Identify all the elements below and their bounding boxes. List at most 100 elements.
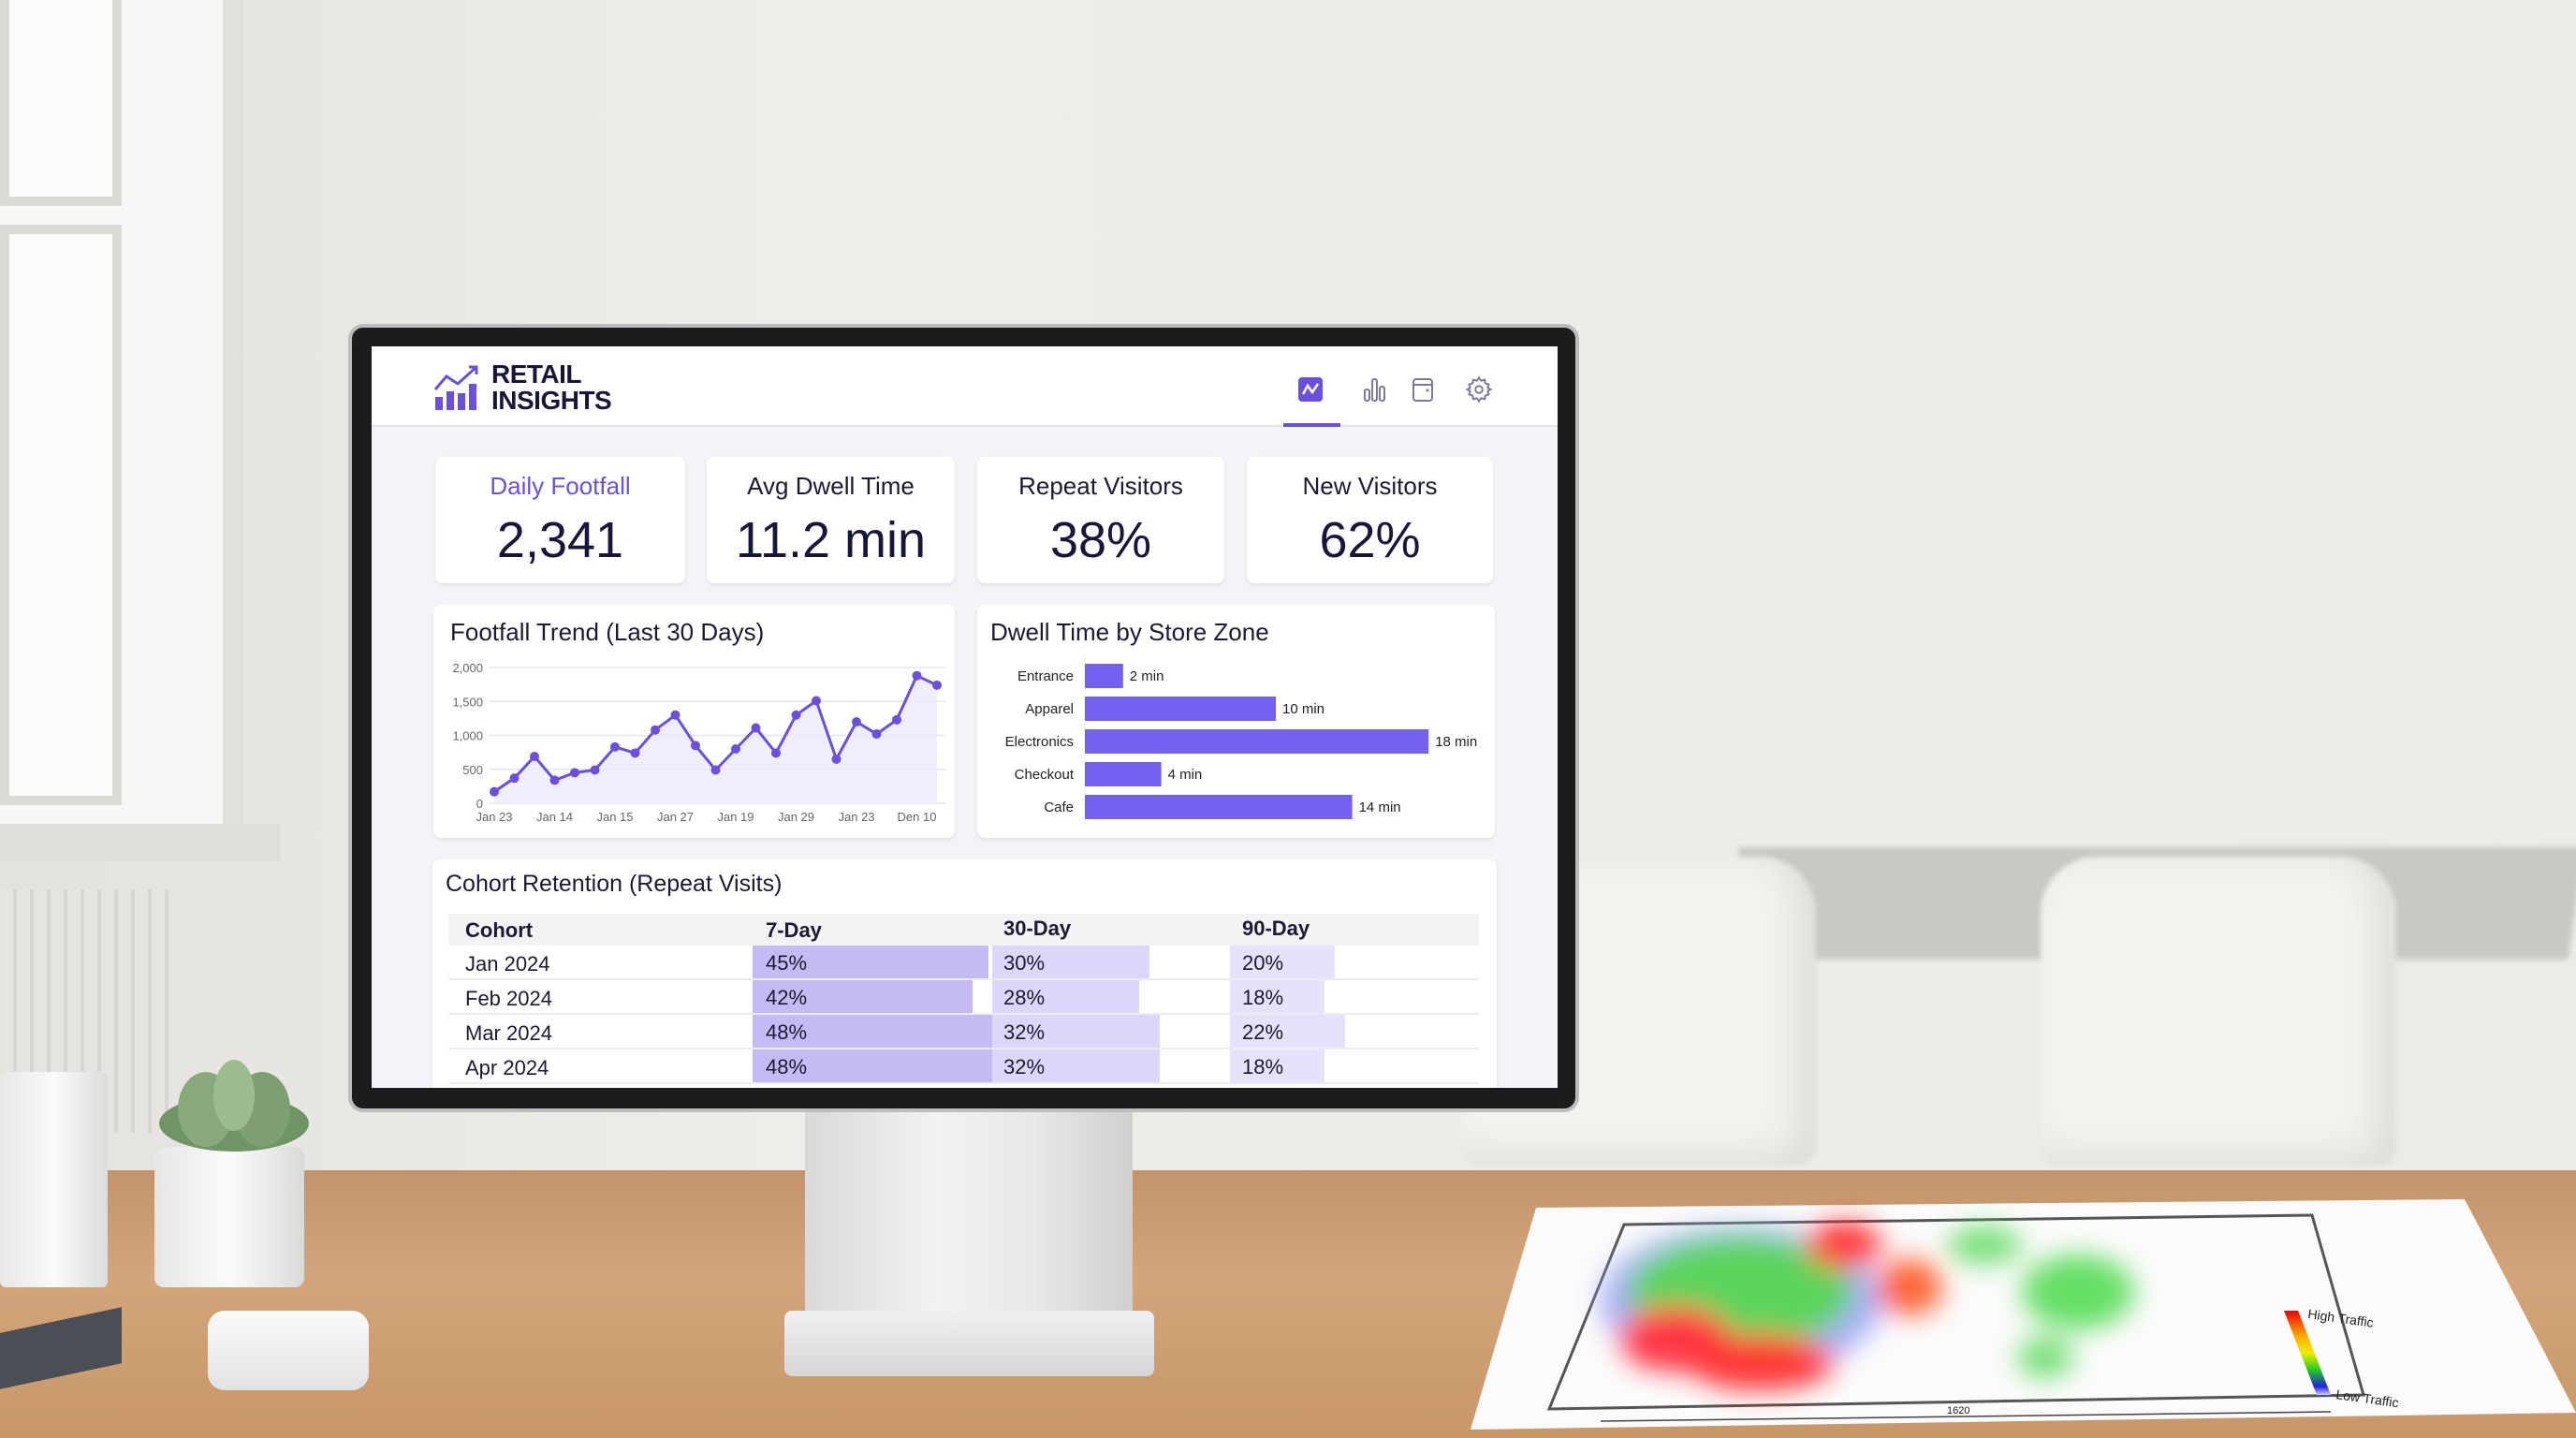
kpi-value: 11.2 min xyxy=(735,512,927,568)
col-header-30day[interactable]: 30-Day xyxy=(1003,917,1072,940)
x-tick-label: Den 10 xyxy=(898,810,937,824)
category-label: Apparel xyxy=(1025,701,1074,717)
nav-trends[interactable] xyxy=(1294,373,1327,406)
retention-fill-bar xyxy=(1230,946,1335,978)
table-row[interactable] xyxy=(448,946,1479,980)
pen-cup xyxy=(0,1072,108,1287)
data-point[interactable] xyxy=(530,751,539,761)
data-point[interactable] xyxy=(570,768,579,778)
retention-value: 22% xyxy=(1242,1020,1284,1044)
retention-value: 30% xyxy=(1003,951,1046,975)
bar[interactable] xyxy=(1085,795,1353,819)
app-title-line1: RETAIL xyxy=(491,360,582,389)
data-point[interactable] xyxy=(932,680,942,690)
data-point[interactable] xyxy=(630,748,640,758)
dimension-label: 1620 xyxy=(1947,1405,1969,1416)
kpi-repeat-visitors: Repeat Visitors 38% xyxy=(977,457,1224,583)
data-point[interactable] xyxy=(651,725,660,735)
y-tick-label: 500 xyxy=(462,763,483,777)
bar-chart-icon xyxy=(1364,378,1385,402)
data-point[interactable] xyxy=(670,710,681,720)
bar[interactable] xyxy=(1085,697,1276,721)
retention-fill-bar xyxy=(1230,980,1325,1013)
data-point[interactable] xyxy=(751,723,761,733)
floorplan-heatmap-paper: High Traffic Low Traffic 1620 xyxy=(1471,1199,2576,1430)
monitor-base xyxy=(784,1311,1154,1376)
nav-bar-chart[interactable] xyxy=(1358,373,1392,406)
gear-icon xyxy=(1465,375,1493,404)
succulent-plant xyxy=(159,1060,309,1152)
data-point[interactable] xyxy=(590,765,600,775)
retention-fill-bar xyxy=(992,1015,1161,1048)
data-point[interactable] xyxy=(771,748,781,758)
retention-fill-bar xyxy=(1230,1015,1346,1048)
monitor-stand xyxy=(805,1105,1133,1329)
bar[interactable] xyxy=(1085,762,1162,786)
y-tick-label: 1,500 xyxy=(452,695,483,709)
retention-value: 18% xyxy=(1242,986,1284,1009)
bar[interactable] xyxy=(1085,664,1123,688)
bar-value-label: 14 min xyxy=(1359,800,1401,815)
cohort-label: Apr 2024 xyxy=(465,1056,549,1079)
data-point[interactable] xyxy=(871,729,882,740)
x-tick-label: Jan 23 xyxy=(476,810,512,824)
app-title-line2: INSIGHTS xyxy=(491,386,612,415)
y-tick-label: 2,000 xyxy=(452,661,483,675)
cohort-label: Jan 2024 xyxy=(465,952,550,976)
retention-fill-bar xyxy=(992,946,1149,978)
table-row[interactable] xyxy=(448,1015,1479,1049)
data-point[interactable] xyxy=(831,754,842,764)
retention-fill-bar xyxy=(753,980,973,1013)
x-tick-label: Jan 29 xyxy=(778,810,814,824)
data-point[interactable] xyxy=(912,670,922,681)
data-point[interactable] xyxy=(549,775,560,785)
data-point[interactable] xyxy=(892,714,901,725)
data-point[interactable] xyxy=(610,741,620,752)
bar-value-label: 10 min xyxy=(1282,701,1325,717)
cohort-label: Mar 2024 xyxy=(465,1021,552,1045)
retention-fill-bar xyxy=(753,946,988,978)
bar-value-label: 4 min xyxy=(1168,767,1203,783)
data-point[interactable] xyxy=(691,741,700,751)
retention-fill-bar xyxy=(992,1049,1161,1082)
category-label: Checkout xyxy=(1015,767,1075,783)
col-header-7day[interactable]: 7-Day xyxy=(766,918,822,942)
data-point[interactable] xyxy=(710,765,721,775)
nav-settings[interactable] xyxy=(1462,373,1496,406)
area-fill xyxy=(494,675,937,803)
dwell-time-title: Dwell Time by Store Zone xyxy=(990,618,1269,646)
bar-value-label: 18 min xyxy=(1435,734,1477,750)
kpi-label: Daily Footfall xyxy=(490,472,631,500)
window-sill xyxy=(0,824,281,861)
data-point[interactable] xyxy=(791,710,801,720)
bar[interactable] xyxy=(1085,729,1429,754)
retention-fill-bar xyxy=(1230,1049,1325,1082)
bar-value-label: 2 min xyxy=(1130,668,1164,684)
data-point[interactable] xyxy=(731,744,740,754)
data-point[interactable] xyxy=(852,717,861,726)
x-tick-label: Jan 19 xyxy=(717,810,754,824)
col-header-90day[interactable]: 90-Day xyxy=(1242,917,1310,940)
x-tick-label: Jan 23 xyxy=(838,810,874,824)
plant-pot xyxy=(154,1147,304,1287)
nav-calendar[interactable] xyxy=(1406,373,1440,406)
active-tab-indicator xyxy=(1283,423,1340,427)
kpi-value: 38% xyxy=(1049,512,1152,568)
app-header: RETAIL INSIGHTS xyxy=(372,346,1558,427)
footfall-trend-title: Footfall Trend (Last 30 Days) xyxy=(450,618,765,646)
logo-icon xyxy=(433,365,478,410)
retention-value: 42% xyxy=(766,986,808,1009)
col-header-cohort[interactable]: Cohort xyxy=(465,918,534,942)
y-tick-label: 0 xyxy=(476,797,483,811)
data-point[interactable] xyxy=(490,786,499,797)
table-row[interactable] xyxy=(448,1049,1479,1084)
data-point[interactable] xyxy=(509,773,520,784)
cohort-title: Cohort Retention (Repeat Visits) xyxy=(446,871,783,897)
kpi-value: 62% xyxy=(1319,512,1421,568)
retention-value: 32% xyxy=(1003,1020,1046,1044)
table-row[interactable] xyxy=(448,980,1479,1015)
kpi-avg-dwell-time: Avg Dwell Time 11.2 min xyxy=(707,457,955,583)
data-point[interactable] xyxy=(812,696,821,706)
cohort-label: Feb 2024 xyxy=(465,987,552,1010)
retention-value: 45% xyxy=(766,951,808,975)
